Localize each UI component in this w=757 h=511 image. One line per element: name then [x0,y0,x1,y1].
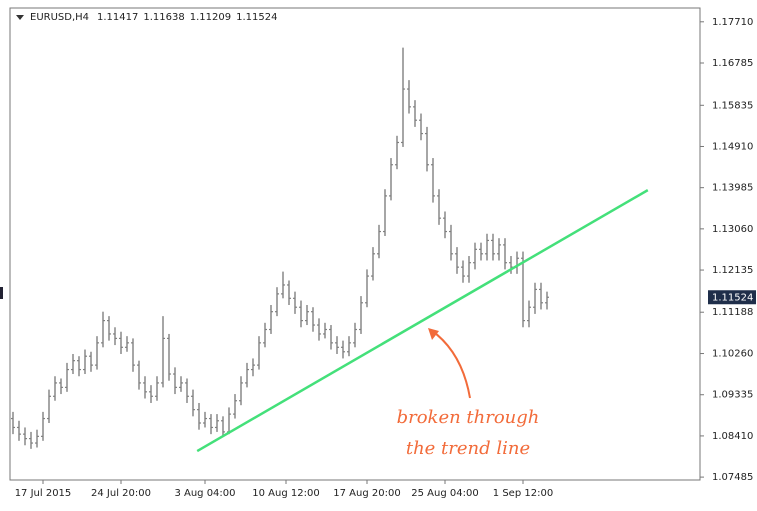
header-price: 1.11638 [143,12,184,23]
annotation: broken through [397,407,540,428]
y-tick-label: 1.11188 [712,307,753,318]
symbol: EURUSD,H4 [30,12,89,23]
y-tick-label: 1.09335 [712,390,753,401]
annotation-arrowhead [428,328,439,340]
x-tick-label: 25 Aug 04:00 [411,488,478,499]
annotation-arrow [430,329,471,399]
trend-line [196,189,649,453]
left-marker [0,287,3,299]
y-tick-label: 1.07485 [712,472,753,483]
x-tick-label: 10 Aug 12:00 [252,488,319,499]
y-tick-label: 1.10260 [712,349,753,360]
price-label-box [708,290,756,305]
y-tick-label: 1.14910 [712,141,753,152]
y-tick-label: 1.08410 [712,431,753,442]
header-price: 1.11524 [236,12,277,23]
header-price: 1.11417 [97,12,138,23]
y-tick-label: 1.13985 [712,183,753,194]
x-tick-label: 1 Sep 12:00 [493,488,553,499]
x-tick-label: 24 Jul 20:00 [91,488,151,499]
y-tick-label: 1.12135 [712,265,753,276]
annotation: the trend line [406,438,530,459]
y-tick-label: 1.16785 [712,58,753,69]
plot-frame [9,7,701,481]
x-tick-label: 17 Jul 2015 [15,488,72,499]
y-tick-label: 1.15835 [712,100,753,111]
y-tick-label: 1.13060 [712,224,753,235]
x-tick-label: 3 Aug 04:00 [174,488,235,499]
x-tick-label: 17 Aug 20:00 [333,488,400,499]
y-tick-label: 1.17710 [712,17,753,28]
menu-triangle [16,15,24,20]
header-price: 1.11209 [190,12,231,23]
price-label: 1.11524 [712,292,753,303]
